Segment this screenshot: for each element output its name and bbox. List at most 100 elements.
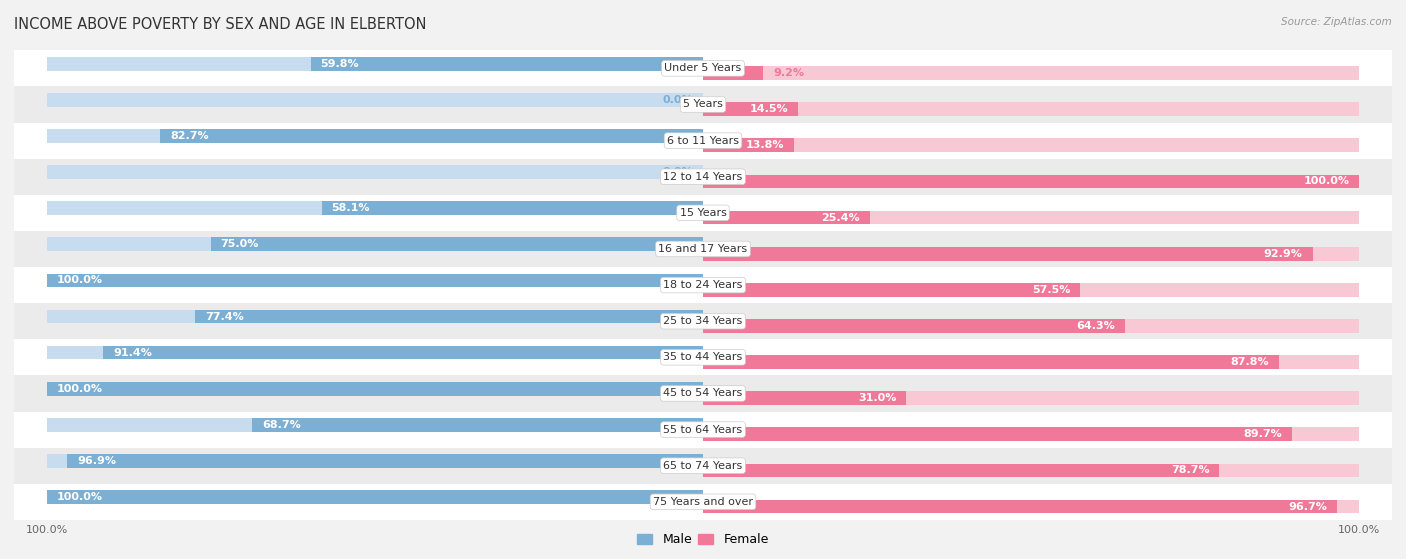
Text: 55 to 64 Years: 55 to 64 Years xyxy=(664,425,742,434)
Text: 45 to 54 Years: 45 to 54 Years xyxy=(664,389,742,399)
Bar xyxy=(14,303,1392,339)
Bar xyxy=(46,201,703,215)
Text: 82.7%: 82.7% xyxy=(170,131,209,141)
Bar xyxy=(14,122,1392,159)
Text: Source: ZipAtlas.com: Source: ZipAtlas.com xyxy=(1281,17,1392,27)
Bar xyxy=(46,310,703,323)
Bar xyxy=(703,139,793,152)
Bar xyxy=(703,391,907,405)
Bar xyxy=(703,428,1292,441)
Bar xyxy=(703,355,1279,369)
Text: 25 to 34 Years: 25 to 34 Years xyxy=(664,316,742,326)
Text: 9.2%: 9.2% xyxy=(773,68,804,78)
Text: Under 5 Years: Under 5 Years xyxy=(665,63,741,73)
Text: 59.8%: 59.8% xyxy=(321,59,359,69)
Bar xyxy=(67,454,703,468)
Text: 100.0%: 100.0% xyxy=(1303,177,1350,186)
Text: 100.0%: 100.0% xyxy=(56,384,103,394)
Text: 25.4%: 25.4% xyxy=(821,212,860,222)
Bar xyxy=(14,50,1392,87)
Bar xyxy=(46,165,703,179)
Text: 18 to 24 Years: 18 to 24 Years xyxy=(664,280,742,290)
Bar xyxy=(703,211,870,224)
Bar xyxy=(14,376,1392,411)
Bar xyxy=(703,319,1125,333)
Text: 78.7%: 78.7% xyxy=(1171,466,1209,475)
Bar xyxy=(703,391,1360,405)
Bar xyxy=(46,93,703,107)
Bar xyxy=(46,454,703,468)
Bar xyxy=(703,66,1360,80)
Text: 64.3%: 64.3% xyxy=(1077,321,1115,331)
Bar xyxy=(14,448,1392,484)
Bar xyxy=(103,346,703,359)
Text: 0.0%: 0.0% xyxy=(662,95,693,105)
Bar xyxy=(46,273,703,287)
Text: 75.0%: 75.0% xyxy=(221,239,259,249)
Bar xyxy=(14,411,1392,448)
Text: 91.4%: 91.4% xyxy=(112,348,152,358)
Text: 31.0%: 31.0% xyxy=(858,393,897,403)
Text: 77.4%: 77.4% xyxy=(205,311,243,321)
Text: 89.7%: 89.7% xyxy=(1243,429,1282,439)
Bar xyxy=(703,211,1360,224)
Text: 87.8%: 87.8% xyxy=(1230,357,1270,367)
Text: 96.7%: 96.7% xyxy=(1289,501,1327,511)
Bar xyxy=(46,382,703,396)
Bar xyxy=(703,319,1360,333)
Bar xyxy=(46,382,703,396)
Bar xyxy=(14,231,1392,267)
Bar xyxy=(703,428,1360,441)
Legend: Male, Female: Male, Female xyxy=(633,528,773,551)
Bar xyxy=(703,174,1360,188)
Text: 16 and 17 Years: 16 and 17 Years xyxy=(658,244,748,254)
Text: 96.9%: 96.9% xyxy=(77,456,117,466)
Bar xyxy=(311,57,703,70)
Bar xyxy=(46,346,703,359)
Bar xyxy=(160,129,703,143)
Bar xyxy=(46,129,703,143)
Bar xyxy=(703,463,1360,477)
Text: 0.0%: 0.0% xyxy=(662,167,693,177)
Bar xyxy=(322,201,703,215)
Bar xyxy=(195,310,703,323)
Bar xyxy=(46,273,703,287)
Text: 65 to 74 Years: 65 to 74 Years xyxy=(664,461,742,471)
Bar xyxy=(14,267,1392,303)
Text: 75 Years and over: 75 Years and over xyxy=(652,497,754,507)
Text: 15 Years: 15 Years xyxy=(679,208,727,218)
Text: 57.5%: 57.5% xyxy=(1032,285,1070,295)
Text: 6 to 11 Years: 6 to 11 Years xyxy=(666,136,740,145)
Bar xyxy=(703,355,1360,369)
Bar xyxy=(14,195,1392,231)
Bar xyxy=(703,139,1360,152)
Text: 12 to 14 Years: 12 to 14 Years xyxy=(664,172,742,182)
Text: INCOME ABOVE POVERTY BY SEX AND AGE IN ELBERTON: INCOME ABOVE POVERTY BY SEX AND AGE IN E… xyxy=(14,17,426,32)
Bar xyxy=(703,174,1360,188)
Text: 100.0%: 100.0% xyxy=(56,276,103,286)
Text: 35 to 44 Years: 35 to 44 Years xyxy=(664,352,742,362)
Text: 100.0%: 100.0% xyxy=(56,492,103,502)
Text: 5 Years: 5 Years xyxy=(683,100,723,110)
Bar xyxy=(46,238,703,251)
Text: 68.7%: 68.7% xyxy=(262,420,301,430)
Bar xyxy=(703,283,1080,297)
Bar xyxy=(703,500,1360,513)
Bar xyxy=(46,490,703,504)
Bar xyxy=(703,66,763,80)
Bar xyxy=(703,283,1360,297)
Bar xyxy=(703,102,799,116)
Bar xyxy=(14,339,1392,376)
Bar xyxy=(211,238,703,251)
Bar xyxy=(703,247,1313,260)
Bar xyxy=(46,418,703,432)
Bar xyxy=(14,87,1392,122)
Text: 14.5%: 14.5% xyxy=(749,104,789,114)
Bar xyxy=(14,159,1392,195)
Bar xyxy=(252,418,703,432)
Text: 92.9%: 92.9% xyxy=(1264,249,1303,259)
Bar xyxy=(46,490,703,504)
Bar xyxy=(703,247,1360,260)
Text: 58.1%: 58.1% xyxy=(332,203,370,213)
Text: 13.8%: 13.8% xyxy=(745,140,783,150)
